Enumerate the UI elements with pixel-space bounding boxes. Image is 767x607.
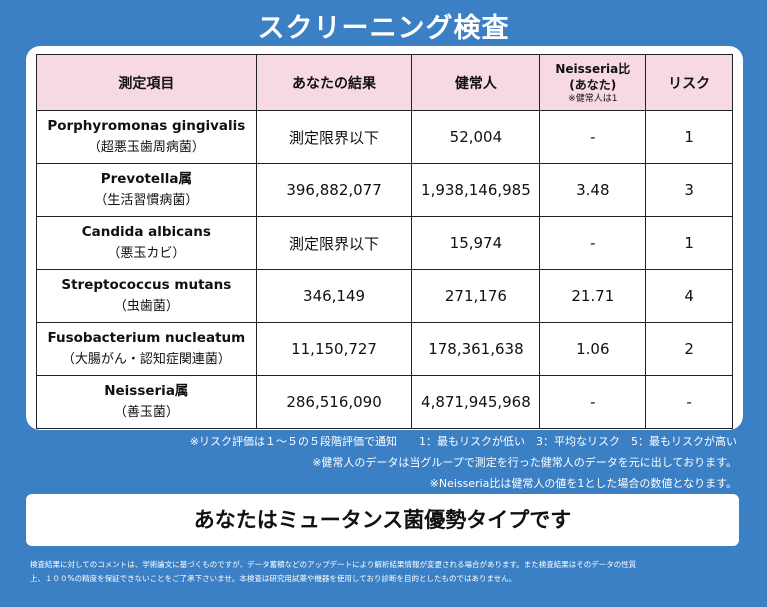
normal-cell: 52,004 bbox=[411, 110, 541, 164]
ratio-cell: - bbox=[539, 110, 647, 164]
result-cell: 286,516,090 bbox=[255, 375, 413, 429]
page-title: スクリーニング検査 bbox=[257, 13, 510, 44]
risk-cell: 2 bbox=[645, 322, 733, 376]
table-row: Fusobacterium nucleatum （大腸がん・認知症関連菌） 11… bbox=[36, 322, 733, 376]
footer-line: 上、１００%の精度を保証できないことをご了承下さいませ。本検査は研究用試薬や機器… bbox=[30, 574, 517, 583]
table-row: Porphyromonas gingivalis （超悪玉歯周病菌） 測定限界以… bbox=[36, 110, 733, 164]
risk-cell: 1 bbox=[645, 110, 733, 164]
risk-cell: 3 bbox=[645, 163, 733, 217]
risk-cell: - bbox=[645, 375, 733, 429]
item-cell: Fusobacterium nucleatum （大腸がん・認知症関連菌） bbox=[36, 322, 257, 376]
item-cell: Neisseria属 （善玉菌） bbox=[36, 375, 257, 429]
item-cell: Candida albicans （悪玉カビ） bbox=[36, 216, 257, 270]
table-row: Prevotella属 （生活習慣病菌） 396,882,077 1,938,1… bbox=[36, 163, 733, 217]
normal-cell: 4,871,945,968 bbox=[411, 375, 541, 429]
header-ratio-note: ※健常人は1 bbox=[568, 93, 618, 104]
result-cell: 11,150,727 bbox=[255, 322, 413, 376]
item-name: Porphyromonas gingivalis bbox=[47, 118, 246, 134]
item-name: Fusobacterium nucleatum bbox=[47, 330, 246, 346]
results-table: 測定項目 あなたの結果 健常人 Neisseria比 (あなた) ※健常人は1 … bbox=[36, 54, 733, 429]
table-row: Streptococcus mutans （虫歯菌） 346,149 271,1… bbox=[36, 269, 733, 323]
note-normal-data: ※健常人のデータは当グループで測定を行った健常人のデータを元に出しております。 bbox=[312, 456, 737, 469]
ratio-cell: 3.48 bbox=[539, 163, 647, 217]
header-result: あなたの結果 bbox=[255, 54, 413, 111]
note-neisseria-ratio: ※Neisseria比は健常人の値を1とした場合の数値となります。 bbox=[429, 477, 737, 490]
results-card: 測定項目 あなたの結果 健常人 Neisseria比 (あなた) ※健常人は1 … bbox=[26, 46, 743, 430]
item-cell: Prevotella属 （生活習慣病菌） bbox=[36, 163, 257, 217]
item-description: （超悪玉歯周病菌） bbox=[87, 140, 205, 155]
header-ratio: Neisseria比 (あなた) ※健常人は1 bbox=[539, 54, 647, 111]
item-name: Prevotella属 bbox=[100, 171, 192, 187]
item-name: Candida albicans bbox=[81, 224, 211, 240]
result-cell: 396,882,077 bbox=[255, 163, 413, 217]
item-description: （悪玉カビ） bbox=[107, 246, 186, 261]
result-cell: 測定限界以下 bbox=[255, 216, 413, 270]
ratio-cell: - bbox=[539, 216, 647, 270]
result-message: あなたはミュータンス菌優勢タイプです bbox=[26, 494, 739, 546]
ratio-cell: 1.06 bbox=[539, 322, 647, 376]
item-name: Neisseria属 bbox=[104, 383, 189, 399]
risk-cell: 4 bbox=[645, 269, 733, 323]
item-description: （善玉菌） bbox=[113, 405, 179, 420]
header-normal: 健常人 bbox=[411, 54, 541, 111]
item-description: （大腸がん・認知症関連菌） bbox=[61, 352, 231, 367]
risk-cell: 1 bbox=[645, 216, 733, 270]
header-item: 測定項目 bbox=[36, 54, 257, 111]
item-cell: Streptococcus mutans （虫歯菌） bbox=[36, 269, 257, 323]
item-cell: Porphyromonas gingivalis （超悪玉歯周病菌） bbox=[36, 110, 257, 164]
note-risk-scale: ※リスク評価は１～５の５段階評価で通知 1：最もリスクが低い 3：平均なリスク … bbox=[189, 435, 737, 448]
item-description: （虫歯菌） bbox=[113, 299, 179, 314]
normal-cell: 1,938,146,985 bbox=[411, 163, 541, 217]
footer-disclaimer: 検査結果に対してのコメントは、学術論文に基づくものですが、データ蓄積などのアップ… bbox=[30, 558, 740, 586]
ratio-cell: - bbox=[539, 375, 647, 429]
footer-line: 検査結果に対してのコメントは、学術論文に基づくものですが、データ蓄積などのアップ… bbox=[30, 560, 637, 569]
ratio-cell: 21.71 bbox=[539, 269, 647, 323]
table-header-row: 測定項目 あなたの結果 健常人 Neisseria比 (あなた) ※健常人は1 … bbox=[36, 54, 733, 111]
header-ratio-line1: Neisseria比 bbox=[555, 61, 631, 76]
header-risk: リスク bbox=[645, 54, 733, 111]
normal-cell: 15,974 bbox=[411, 216, 541, 270]
item-name: Streptococcus mutans bbox=[61, 277, 232, 293]
normal-cell: 271,176 bbox=[411, 269, 541, 323]
table-row: Candida albicans （悪玉カビ） 測定限界以下 15,974 - … bbox=[36, 216, 733, 270]
result-cell: 測定限界以下 bbox=[255, 110, 413, 164]
header-ratio-line2: (あなた) bbox=[569, 77, 617, 92]
notes-block: ※リスク評価は１～５の５段階評価で通知 1：最もリスクが低い 3：平均なリスク … bbox=[190, 431, 737, 494]
normal-cell: 178,361,638 bbox=[411, 322, 541, 376]
table-row: Neisseria属 （善玉菌） 286,516,090 4,871,945,9… bbox=[36, 375, 733, 429]
result-cell: 346,149 bbox=[255, 269, 413, 323]
item-description: （生活習慣病菌） bbox=[94, 193, 199, 208]
